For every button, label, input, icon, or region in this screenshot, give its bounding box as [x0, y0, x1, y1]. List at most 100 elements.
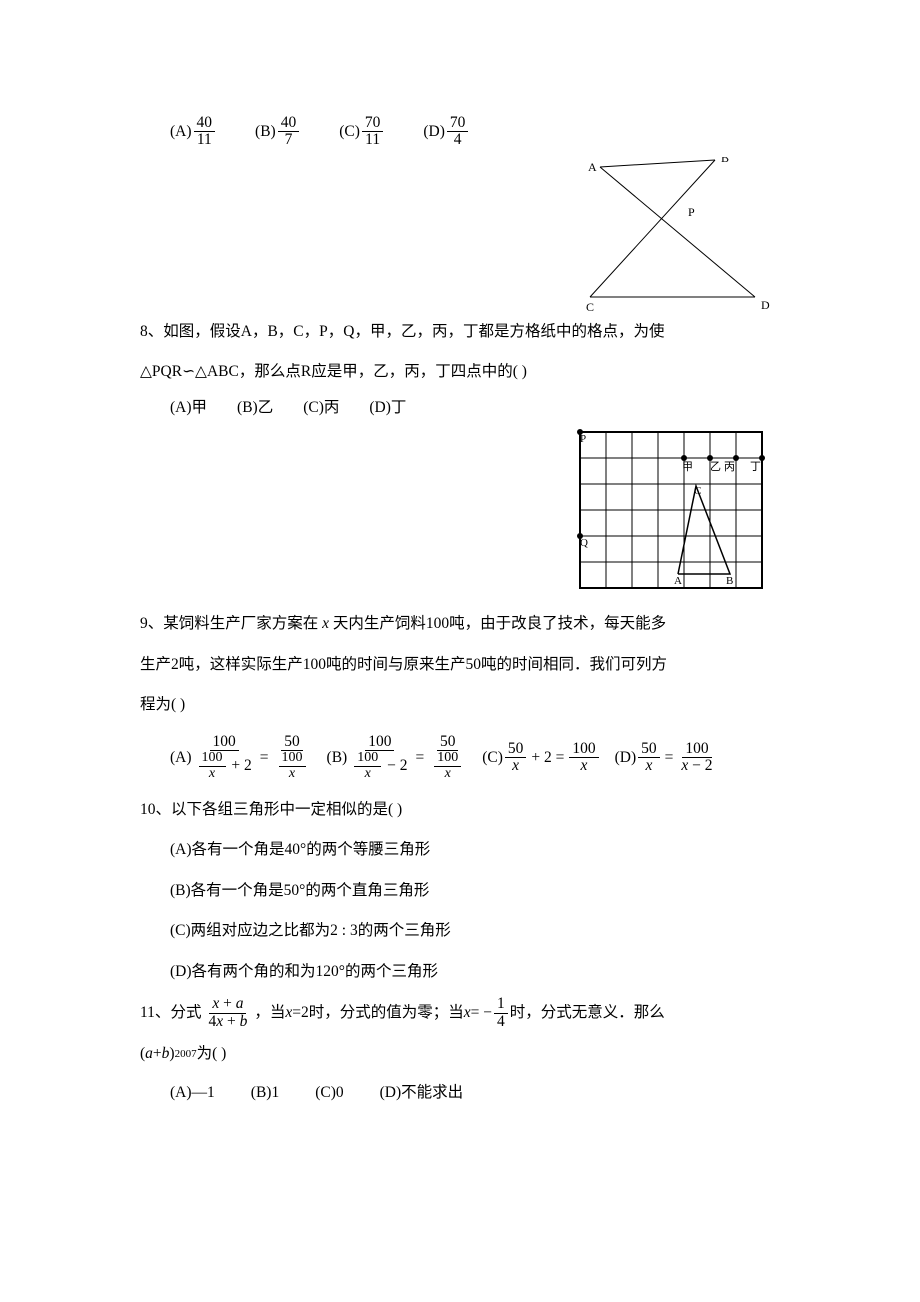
frac-den: x − 2 [678, 758, 715, 774]
frac-den: 100 x [429, 751, 466, 781]
q8-option-d: (D)丁 [369, 397, 406, 419]
q8-options-row: (A)甲 (B)乙 (C)丙 (D)丁 [140, 397, 780, 419]
q11-options-row: (A)—1 (B)1 (C)0 (D)不能求出 [140, 1082, 780, 1104]
q9-line3: 程为( ) [140, 689, 780, 722]
q9-line1: 9、某饲料生产厂家方案在 x 天内生产饲料100吨，由于改良了技术，每天能多 [140, 608, 780, 641]
plus: + [153, 1038, 162, 1071]
q10-line: 10、以下各组三角形中一定相似的是( ) [140, 794, 780, 827]
text-post: 天内生产饲料100吨，由于改良了技术，每天能多 [329, 615, 666, 632]
svg-text:C: C [586, 300, 594, 312]
var-x: x [285, 997, 292, 1030]
suffix: + 2 [228, 757, 252, 774]
fraction: 40 7 [278, 115, 300, 149]
option-label: (B) [255, 121, 276, 143]
frac-num: 100 [354, 751, 381, 767]
text-mid: ，当 [254, 997, 285, 1030]
frac-den: x [286, 767, 298, 782]
frac-den: x [362, 767, 374, 782]
q8-option-b: (B)乙 [237, 397, 273, 419]
text-mid: 时，分式无意义．那么 [510, 997, 665, 1030]
svg-text:C: C [694, 485, 701, 497]
frac-num: 100 [434, 751, 461, 767]
text-pre: 分式 [170, 997, 201, 1030]
q7-option-c: (C) 70 11 [339, 115, 385, 149]
suffix: − 2 [688, 757, 712, 774]
option-label: (D) [615, 747, 637, 769]
frac-den: 4 [451, 132, 465, 148]
fraction-left: 50 x [638, 741, 660, 775]
frac-num: 1 [494, 996, 508, 1013]
frac-num: 100 [279, 751, 306, 767]
var-x: x [464, 997, 471, 1030]
inner-fraction: 100 x [279, 751, 306, 781]
frac-num: 70 [447, 115, 469, 132]
q7-figure-wrap: ABPCD [140, 157, 780, 312]
q9-option-b: (B) 100 100 x − 2 = 50 100 x [327, 734, 469, 782]
q8-figure: PQ甲乙丙丁CAB [574, 426, 770, 598]
question-text: 以下各组三角形中一定相似的是( ) [171, 801, 402, 818]
frac-den: 100 x [274, 751, 311, 781]
option-label: (A) [170, 747, 192, 769]
fraction-right: 100 x − 2 [678, 741, 715, 775]
frac-den: 100 x − 2 [349, 751, 410, 781]
frac-num: 50 [437, 734, 459, 751]
document-page: (A) 40 11 (B) 40 7 (C) 70 11 (D) 70 4 [0, 0, 920, 1302]
frac-num: 50 [281, 734, 303, 751]
equals: = [415, 747, 424, 769]
option-label: (C) [482, 747, 503, 769]
plus: + [219, 995, 236, 1012]
question-text: 程为( ) [140, 696, 185, 713]
fraction-left: 100 100 x − 2 [349, 734, 410, 782]
fraction: 70 4 [447, 115, 469, 149]
q11-option-c: (C)0 [315, 1082, 343, 1104]
q8-figure-wrap: PQ甲乙丙丁CAB [140, 426, 780, 598]
svg-text:丙: 丙 [724, 461, 735, 473]
q9-option-a: (A) 100 100 x + 2 = 50 100 x [170, 734, 313, 782]
q8-option-c: (C)丙 [303, 397, 339, 419]
suffix: − 2 [383, 757, 407, 774]
frac-den: 4x + b [205, 1014, 250, 1030]
q10-option-c: (C)两组对应边之比都为2 : 3的两个三角形 [140, 915, 780, 948]
var: a [236, 995, 244, 1012]
frac-den: 11 [362, 132, 383, 148]
frac-num: 40 [278, 115, 300, 132]
q8-line1: 8、如图，假设A，B，C，P，Q，甲，乙，丙，丁都是方格纸中的格点，为使 [140, 316, 780, 349]
frac-num: 40 [194, 115, 216, 132]
var-x: x [322, 615, 329, 632]
frac-num: 100 [682, 741, 711, 758]
frac-num: 50 [505, 741, 527, 758]
question-text: △PQR∽△ABC，那么点R应是甲，乙，丙，丁四点中的( ) [140, 363, 527, 380]
q7-option-b: (B) 40 7 [255, 115, 301, 149]
equals: = [260, 747, 269, 769]
fraction-right: 50 100 x [429, 734, 466, 782]
fraction: x + a 4x + b [205, 996, 250, 1030]
fraction-left: 100 100 x + 2 [194, 734, 255, 782]
svg-text:乙: 乙 [710, 460, 721, 473]
mid: + 2 = [531, 747, 564, 769]
plus: + [223, 1013, 240, 1030]
frac-den: x [642, 758, 655, 774]
fraction: 1 4 [494, 996, 508, 1030]
option-label: (A) [170, 121, 192, 143]
frac-num: x + a [209, 996, 246, 1013]
q11-line1: 11、 分式 x + a 4x + b ，当 x =2时，分式的值为零；当 x … [140, 996, 780, 1030]
var-a: a [145, 1038, 153, 1071]
svg-text:甲: 甲 [682, 461, 693, 473]
option-label: (D) [423, 121, 445, 143]
frac-den: 11 [194, 132, 215, 148]
q9-option-d: (D) 50 x = 100 x − 2 [615, 741, 718, 775]
q8-option-a: (A)甲 [170, 397, 207, 419]
q11-option-b: (B)1 [251, 1082, 279, 1104]
q7-figure: ABPCD [570, 157, 770, 312]
exponent: 2007 [175, 1043, 197, 1066]
frac-num: 100 [569, 741, 598, 758]
var: b [240, 1013, 248, 1030]
q10-option-a: (A)各有一个角是40°的两个等腰三角形 [140, 834, 780, 867]
frac-den: x [509, 758, 522, 774]
question-text: 生产2吨，这样实际生产100吨的时间与原来生产50吨的时间相同．我们可列方 [140, 656, 667, 673]
q7-options-row: (A) 40 11 (B) 40 7 (C) 70 11 (D) 70 4 [140, 115, 780, 149]
q11-option-a: (A)—1 [170, 1082, 215, 1104]
q7-option-d: (D) 70 4 [423, 115, 470, 149]
svg-text:丁: 丁 [750, 461, 761, 473]
equals: = [665, 747, 674, 769]
